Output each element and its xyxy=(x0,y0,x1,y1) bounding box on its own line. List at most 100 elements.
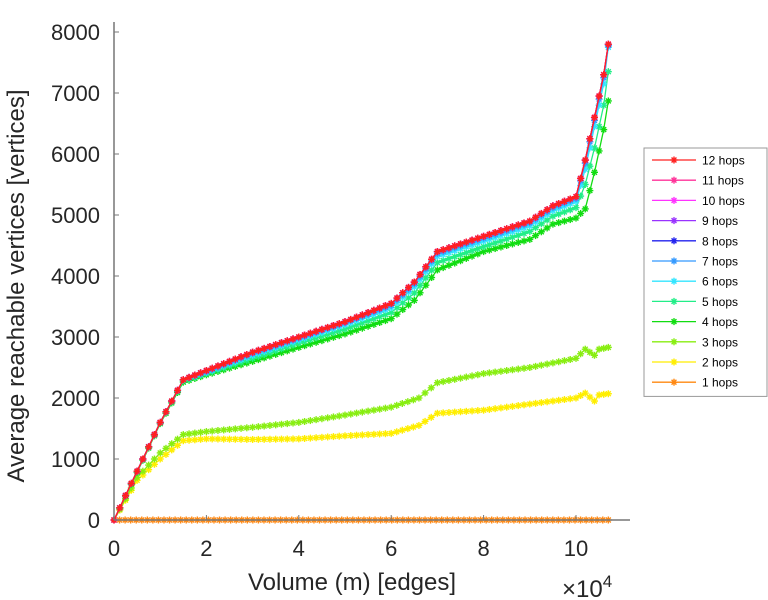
data-point xyxy=(289,335,297,343)
data-point xyxy=(586,348,594,356)
legend: 12 hops 11 hops 10 hops 9 hops 8 hops 7 hops 6… xyxy=(643,147,768,397)
legend-marker xyxy=(670,196,678,204)
legend-item: 5 hops xyxy=(652,295,738,309)
data-point xyxy=(514,402,522,410)
data-point xyxy=(428,266,436,274)
data-point xyxy=(133,467,141,475)
data-point xyxy=(191,429,199,437)
data-point xyxy=(347,315,355,323)
data-point xyxy=(202,367,210,375)
data-point xyxy=(306,329,314,337)
data-point xyxy=(604,68,612,76)
series-9-hops xyxy=(110,40,612,524)
data-point xyxy=(150,431,158,439)
data-point xyxy=(439,264,447,272)
series-line xyxy=(113,44,609,521)
data-point xyxy=(197,369,205,377)
data-point xyxy=(341,318,349,326)
y-tick-label: 6000 xyxy=(51,142,100,167)
data-point xyxy=(462,238,470,246)
data-point xyxy=(595,92,603,100)
y-tick-label: 7000 xyxy=(51,81,100,106)
legend-item: 6 hops xyxy=(652,275,738,289)
data-point xyxy=(480,406,488,414)
data-point xyxy=(150,455,158,463)
data-point xyxy=(508,402,516,410)
data-point xyxy=(503,403,511,411)
data-point xyxy=(485,230,493,238)
data-point xyxy=(532,399,540,407)
data-point xyxy=(566,206,574,214)
data-point xyxy=(586,135,594,143)
data-point xyxy=(116,504,124,512)
data-point xyxy=(590,168,598,176)
legend-item: 7 hops xyxy=(652,255,738,269)
data-point xyxy=(468,407,476,415)
series-line xyxy=(113,44,609,521)
data-point xyxy=(439,246,447,254)
legend-label: 6 hops xyxy=(702,275,738,289)
data-point xyxy=(537,361,545,369)
data-point xyxy=(122,492,130,500)
data-point xyxy=(485,405,493,413)
data-point xyxy=(398,426,406,434)
data-point xyxy=(480,243,488,251)
data-point xyxy=(364,431,372,439)
data-point xyxy=(445,261,453,269)
data-point xyxy=(581,389,589,397)
legend-item: 9 hops xyxy=(652,214,738,228)
data-point xyxy=(162,408,170,416)
data-point xyxy=(560,197,568,205)
data-point xyxy=(600,390,608,398)
x-tick-label: 8 xyxy=(477,536,489,561)
legend-marker xyxy=(670,318,678,326)
data-point xyxy=(220,426,228,434)
data-point xyxy=(462,249,470,257)
data-point xyxy=(347,328,355,336)
legend-label: 1 hops xyxy=(702,376,738,390)
data-point xyxy=(451,259,459,267)
data-point xyxy=(491,368,499,376)
data-point xyxy=(491,239,499,247)
data-point xyxy=(451,242,459,250)
series-12-hops xyxy=(110,40,612,524)
data-point xyxy=(445,244,453,252)
legend-label: 10 hops xyxy=(702,194,745,208)
data-point xyxy=(318,415,326,423)
legend-item: 1 hops xyxy=(652,376,738,390)
data-point xyxy=(364,317,372,325)
data-point xyxy=(543,360,551,368)
data-point xyxy=(145,461,153,469)
data-point xyxy=(508,366,516,374)
data-point xyxy=(497,243,505,251)
data-point xyxy=(485,369,493,377)
legend-label: 5 hops xyxy=(702,295,738,309)
series-line xyxy=(113,44,609,521)
data-point xyxy=(555,200,563,208)
legend-marker xyxy=(670,257,678,265)
data-point xyxy=(586,187,594,195)
series-line xyxy=(113,44,609,521)
data-point xyxy=(410,289,418,297)
data-point xyxy=(474,371,482,379)
data-point xyxy=(405,283,413,291)
data-point xyxy=(127,479,135,487)
data-point xyxy=(572,193,580,201)
data-point xyxy=(260,344,268,352)
y-tick-label: 3000 xyxy=(51,325,100,350)
data-point xyxy=(566,395,574,403)
legend-marker xyxy=(670,217,678,225)
data-point xyxy=(295,333,303,341)
data-point xyxy=(439,257,447,265)
data-point xyxy=(532,232,540,240)
data-point xyxy=(416,281,424,289)
data-point xyxy=(168,440,176,448)
data-point xyxy=(381,302,389,310)
data-point xyxy=(520,364,528,372)
data-point xyxy=(335,332,343,340)
data-point xyxy=(410,278,418,286)
data-point xyxy=(577,209,585,217)
data-point xyxy=(231,355,239,363)
series-line xyxy=(113,44,609,521)
data-point xyxy=(295,418,303,426)
